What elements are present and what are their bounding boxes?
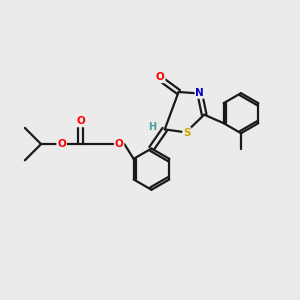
Text: S: S — [183, 128, 190, 138]
Text: N: N — [195, 88, 204, 98]
Text: O: O — [156, 72, 165, 82]
Text: O: O — [76, 116, 85, 126]
Text: O: O — [115, 139, 124, 149]
Text: H: H — [148, 122, 156, 132]
Text: O: O — [57, 139, 66, 149]
